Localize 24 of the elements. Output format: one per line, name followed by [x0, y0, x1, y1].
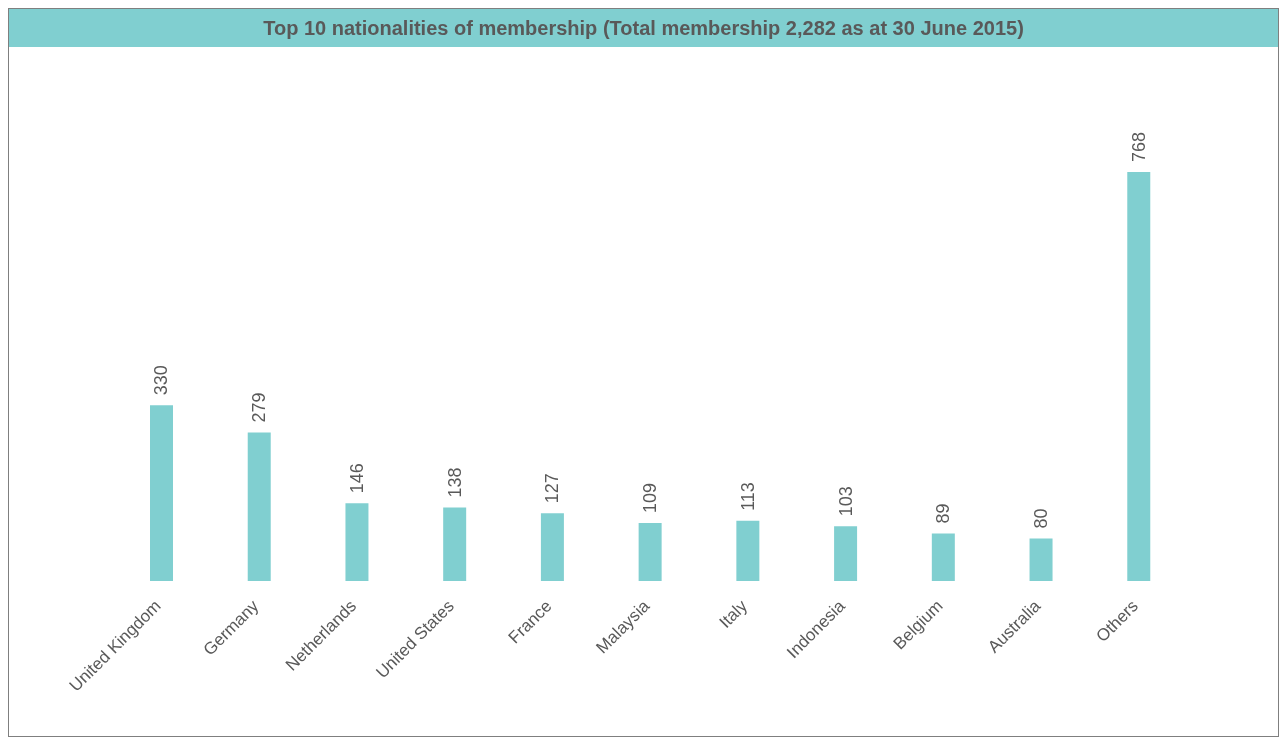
- chart-title: Top 10 nationalities of membership (Total membership 2,282 as at 30 June 2015): [9, 9, 1278, 47]
- bar: [1127, 172, 1151, 581]
- data-label: 127: [542, 473, 563, 504]
- bar: [834, 526, 858, 581]
- data-label: 138: [444, 467, 465, 498]
- bar: [247, 432, 271, 581]
- data-label: 279: [249, 392, 270, 423]
- bar: [931, 533, 955, 581]
- data-label: 89: [933, 503, 954, 524]
- bar: [150, 405, 173, 581]
- bar: [638, 522, 662, 581]
- data-label: 113: [737, 482, 758, 511]
- data-label: 330: [151, 365, 172, 396]
- data-label: 146: [346, 463, 367, 494]
- data-label: 109: [640, 482, 661, 513]
- bar: [443, 507, 467, 581]
- bar: [736, 520, 760, 581]
- data-label: 103: [835, 486, 856, 517]
- data-label: 768: [1128, 131, 1149, 162]
- data-label: 80: [1031, 508, 1052, 529]
- bar: [1029, 538, 1053, 581]
- bar: [345, 503, 369, 581]
- x-tick-label: Italy: [715, 596, 752, 632]
- bar: [540, 513, 564, 581]
